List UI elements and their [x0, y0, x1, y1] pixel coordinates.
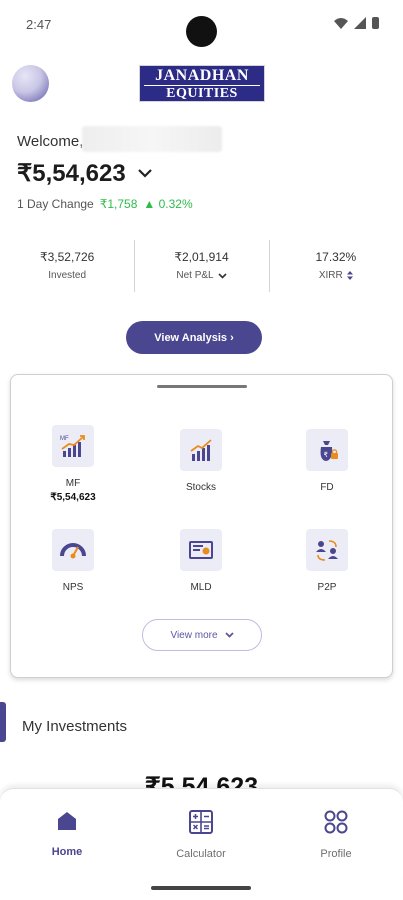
- section-accent-bar: [0, 702, 6, 742]
- day-change-label: 1 Day Change: [17, 197, 94, 211]
- mld-certificate-icon: [180, 529, 222, 571]
- product-mf[interactable]: MF MF ₹5,54,623: [13, 425, 133, 503]
- product-nps[interactable]: NPS: [13, 529, 133, 593]
- signal-icon: [354, 17, 366, 29]
- portfolio-stats: ₹3,52,726 Invested ₹2,01,914 Net P&L 17.…: [0, 240, 403, 292]
- stat-invested-label: Invested: [48, 270, 86, 281]
- product-mld[interactable]: MLD: [141, 529, 261, 593]
- day-change-amount: ₹1,758: [99, 197, 138, 211]
- nav-home[interactable]: Home: [17, 809, 117, 858]
- product-p2p[interactable]: P2P: [267, 529, 387, 593]
- calculator-icon: [189, 810, 213, 834]
- svg-text:MF: MF: [60, 436, 69, 442]
- wifi-icon: [334, 17, 348, 29]
- status-icons: [334, 17, 379, 29]
- view-more-button[interactable]: View more: [142, 619, 262, 651]
- stat-invested-value: ₹3,52,726: [39, 250, 95, 264]
- sort-updown-icon[interactable]: [346, 271, 353, 280]
- mf-growth-chart-icon: MF: [52, 425, 94, 467]
- stat-xirr[interactable]: 17.32% XIRR: [268, 240, 403, 292]
- stat-xirr-label[interactable]: XIRR: [319, 270, 353, 281]
- product-mf-name: MF: [65, 478, 81, 489]
- product-mld-name: MLD: [190, 582, 212, 593]
- stat-net-pnl-value: ₹2,01,914: [174, 250, 229, 264]
- portfolio-total[interactable]: ₹5,54,623: [17, 159, 152, 188]
- my-investments-title: My Investments: [22, 718, 128, 735]
- svg-text:₹: ₹: [324, 451, 329, 459]
- portfolio-total-value: ₹5,54,623: [17, 160, 126, 187]
- avatar[interactable]: [12, 65, 49, 102]
- stocks-chart-icon: [180, 429, 222, 471]
- view-analysis-button[interactable]: View Analysis ›: [126, 321, 262, 354]
- product-stocks-name: Stocks: [185, 482, 216, 493]
- nav-home-label: Home: [51, 846, 83, 858]
- nav-profile[interactable]: Profile: [286, 809, 386, 860]
- battery-icon: [372, 17, 379, 29]
- product-mf-amount: ₹5,54,623: [50, 492, 96, 503]
- my-investments-header: My Investments: [0, 700, 403, 744]
- welcome-label: Welcome,: [17, 133, 84, 150]
- product-fd-name: FD: [320, 482, 334, 493]
- drag-handle[interactable]: [157, 385, 247, 388]
- fd-money-bag-icon: ₹: [306, 429, 348, 471]
- front-camera: [186, 16, 217, 47]
- day-change: 1 Day Change ₹1,758 ▲ 0.32%: [17, 197, 193, 211]
- stat-xirr-value: 17.32%: [315, 250, 357, 264]
- brand-logo: JANADHAN EQUITIES: [139, 65, 265, 102]
- products-card: MF MF ₹5,54,623 Stocks ₹ FD NPS: [10, 374, 393, 678]
- product-stocks[interactable]: Stocks: [141, 429, 261, 493]
- stat-xirr-label-text: XIRR: [318, 270, 343, 281]
- nav-calculator[interactable]: Calculator: [151, 809, 251, 860]
- product-fd[interactable]: ₹ FD: [267, 429, 387, 493]
- bottom-navigation: Home Calculator Profile: [0, 788, 403, 900]
- chevron-down-icon[interactable]: [137, 169, 152, 178]
- stat-net-pnl-label[interactable]: Net P&L: [176, 270, 227, 281]
- stat-invested-label-text: Invested: [48, 270, 87, 281]
- gesture-bar[interactable]: [151, 886, 251, 890]
- nps-gauge-icon: [52, 529, 94, 571]
- p2p-exchange-icon: [306, 529, 348, 571]
- stat-net-pnl[interactable]: ₹2,01,914 Net P&L: [134, 240, 268, 292]
- chevron-down-icon[interactable]: [218, 272, 227, 279]
- status-bar: 2:47: [0, 0, 403, 48]
- nav-calculator-label: Calculator: [176, 848, 226, 860]
- view-more-label: View more: [170, 629, 218, 641]
- home-icon: [58, 812, 76, 830]
- product-p2p-name: P2P: [317, 582, 337, 593]
- grid-profile-icon: [324, 810, 348, 834]
- day-change-percent: ▲ 0.32%: [143, 197, 193, 211]
- product-nps-name: NPS: [62, 582, 84, 593]
- status-time: 2:47: [26, 17, 52, 32]
- nav-profile-label: Profile: [320, 848, 352, 860]
- stat-net-pnl-label-text: Net P&L: [176, 270, 214, 281]
- brand-logo-line1: JANADHAN: [155, 67, 249, 84]
- brand-logo-line2: EQUITIES: [144, 85, 260, 101]
- stat-invested: ₹3,52,726 Invested: [0, 240, 134, 292]
- redacted-user-name: [82, 126, 222, 152]
- chevron-down-icon: [224, 632, 234, 638]
